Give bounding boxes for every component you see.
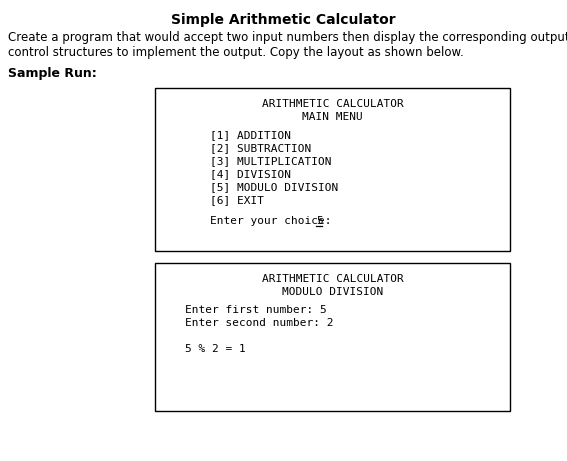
Text: Simple Arithmetic Calculator: Simple Arithmetic Calculator bbox=[171, 13, 396, 27]
Text: [3] MULTIPLICATION: [3] MULTIPLICATION bbox=[210, 156, 332, 166]
Text: [6] EXIT: [6] EXIT bbox=[210, 195, 264, 205]
Text: [2] SUBTRACTION: [2] SUBTRACTION bbox=[210, 143, 311, 153]
Text: ARITHMETIC CALCULATOR: ARITHMETIC CALCULATOR bbox=[261, 274, 403, 284]
FancyBboxPatch shape bbox=[155, 263, 510, 411]
Text: MAIN MENU: MAIN MENU bbox=[302, 112, 363, 122]
Text: Create a program that would accept two input numbers then display the correspond: Create a program that would accept two i… bbox=[8, 31, 567, 59]
Text: ARITHMETIC CALCULATOR: ARITHMETIC CALCULATOR bbox=[261, 99, 403, 109]
Text: [4] DIVISION: [4] DIVISION bbox=[210, 169, 291, 179]
Text: MODULO DIVISION: MODULO DIVISION bbox=[282, 287, 383, 297]
Text: [5] MODULO DIVISION: [5] MODULO DIVISION bbox=[210, 182, 338, 192]
Text: Enter second number: 2: Enter second number: 2 bbox=[185, 318, 333, 328]
FancyBboxPatch shape bbox=[155, 88, 510, 251]
Text: Enter your choice:: Enter your choice: bbox=[210, 216, 338, 226]
Text: Sample Run:: Sample Run: bbox=[8, 67, 97, 80]
Text: 5: 5 bbox=[316, 216, 323, 226]
Text: [1] ADDITION: [1] ADDITION bbox=[210, 130, 291, 140]
Text: Enter first number: 5: Enter first number: 5 bbox=[185, 305, 327, 315]
Text: 5 % 2 = 1: 5 % 2 = 1 bbox=[185, 344, 246, 354]
